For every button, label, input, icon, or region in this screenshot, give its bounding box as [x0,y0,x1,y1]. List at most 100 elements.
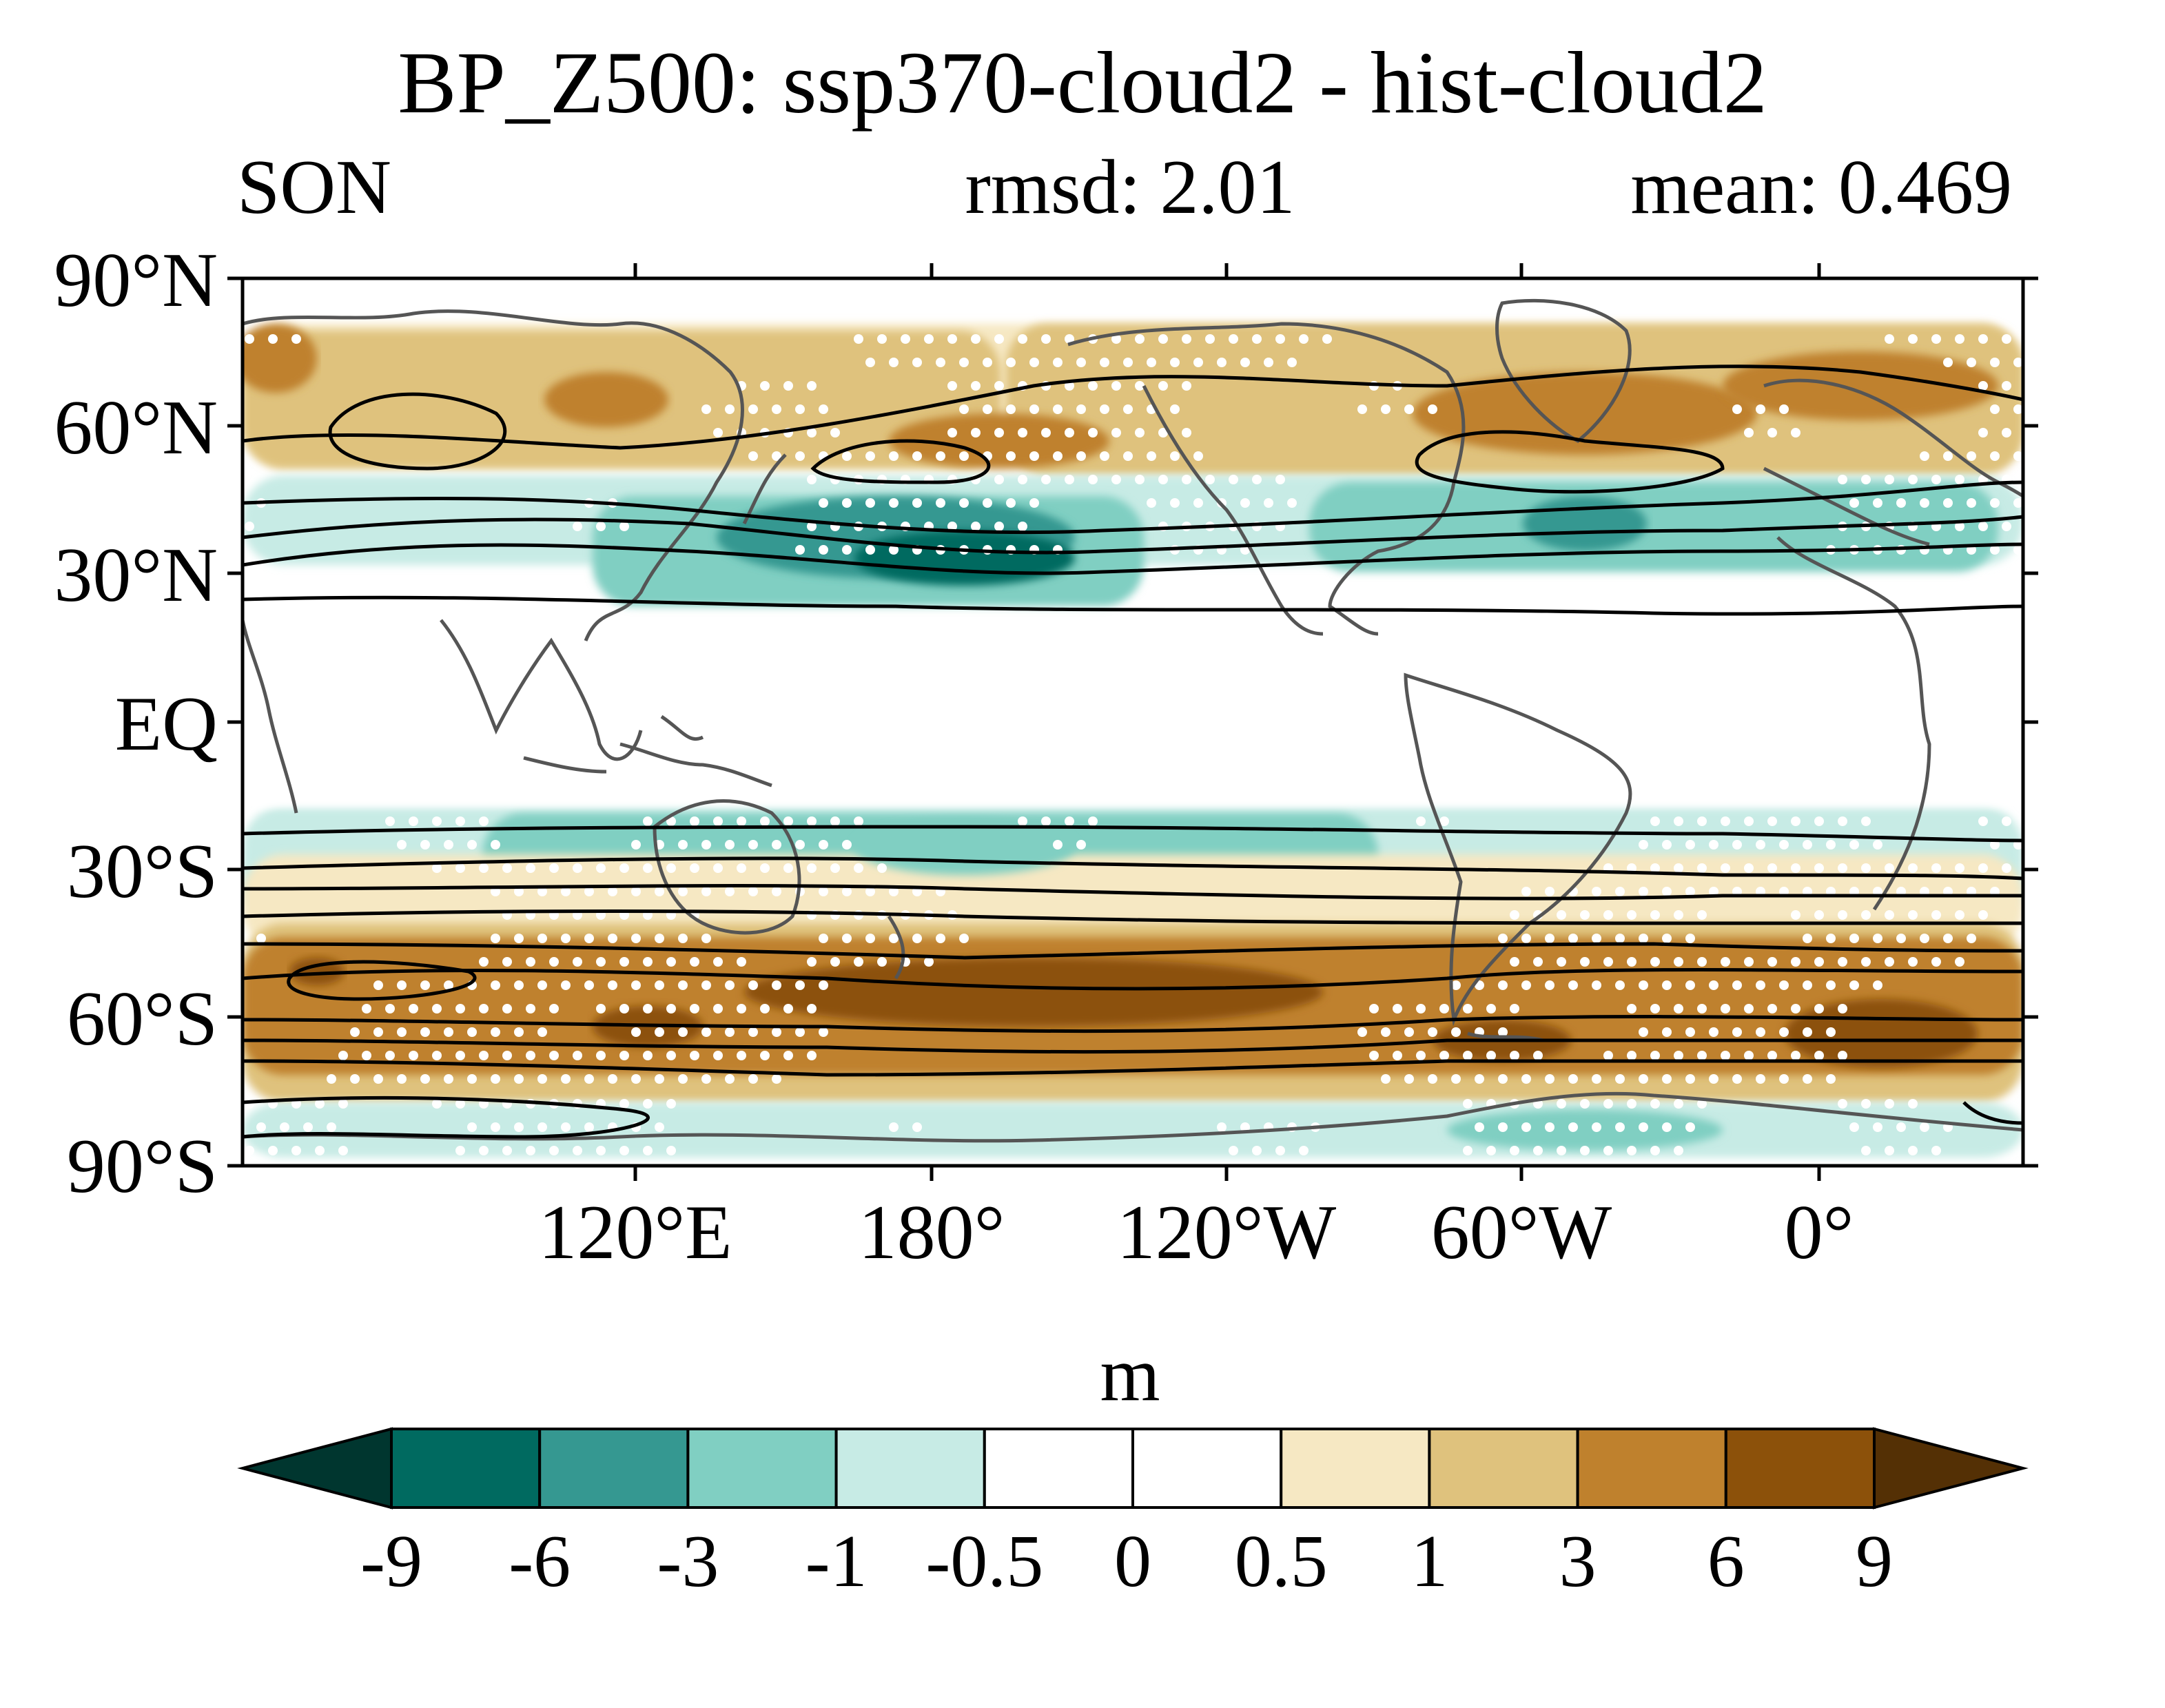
stipple-dot [1205,475,1215,484]
stipple-dot [514,1122,524,1132]
stipple-dot [1498,1027,1508,1037]
stipple-dot [1639,840,1648,850]
stipple-dot [1791,1051,1800,1060]
stipple-dot [1615,934,1625,943]
stipple-dot [1287,358,1297,367]
stipple-dot [1147,451,1156,461]
stipple-dot [655,934,664,943]
stipple-dot [1732,840,1742,850]
stipple-dot [959,404,969,414]
stipple-dot [842,934,852,943]
colorbar-tick-label: 0 [1114,1521,1151,1603]
stipple-dot [1170,498,1180,508]
stipple-dot [1721,1051,1730,1060]
stipple-dot [1603,1146,1613,1155]
stipple-dot [1299,1146,1309,1155]
stipple-dot [350,1027,360,1037]
stipple-dot [1521,1122,1531,1132]
stipple-dot [1791,428,1800,438]
stipple-dot [280,1122,289,1132]
stipple-dot [1639,887,1648,896]
stipple-dot [865,934,875,943]
stipple-dot [936,358,945,367]
stipple-dot [1908,957,1918,967]
stipple-dot [1545,980,1555,990]
stipple-dot [1041,816,1051,826]
stipple-dot [596,863,606,873]
stipple-dot [1170,451,1180,461]
stipple-dot [1955,334,1964,344]
stipple-dot [772,404,781,414]
stipple-dot [1662,934,1672,943]
contour-line [243,1015,2023,1033]
stipple-dot [1029,451,1039,461]
stipple-dot [1275,334,1285,344]
stipple-dot [1545,1074,1555,1084]
stipple-dot [889,545,899,555]
stipple-dot [1861,816,1871,826]
stipple-dot [1018,475,1027,484]
stipple-dot [619,522,629,531]
stipple-dot [713,863,723,873]
stipple-dot [807,957,817,967]
stipple-dot [1076,358,1086,367]
stipple-dot [1861,475,1871,484]
stipple-dot [397,980,407,990]
stipple-dot [1732,1027,1742,1037]
stipple-dot [807,381,817,391]
stipple-dot [1990,358,2000,367]
stipple-dot [748,1027,758,1037]
stipple-dot [467,1122,477,1132]
stipple-dot [994,381,1004,391]
stipple-dot [1627,863,1636,873]
stipple-dot [397,1027,407,1037]
stipple-dot [1756,840,1765,850]
stipple-dot [1943,498,1953,508]
stipple-dot [1838,816,1847,826]
stipple-dot [1123,358,1133,367]
stipple-dot [877,863,887,873]
stipple-dot [819,934,828,943]
stipple-dot [373,980,383,990]
stipple-dot [1662,887,1672,896]
stipple-dot [2013,545,2023,555]
lon-label-0: 0° [1785,1190,1854,1275]
stipple-dot [1603,1051,1613,1060]
stipple-dot [1732,980,1742,990]
stipple-dot [748,887,758,896]
stipple-dot [1639,1122,1648,1132]
stipple-dot [877,957,887,967]
stipple-dot [479,1004,489,1014]
stipple-dot [1592,887,1601,896]
stipple-dot [1931,334,1941,344]
stipple-dot [842,498,852,508]
stipple-dot [409,1004,418,1014]
stipple-dot [1603,957,1613,967]
stipple-dot [1967,545,1976,555]
stipple-dot [256,1122,266,1132]
stipple-dot [1767,863,1777,873]
stipple-dot [1814,910,1824,920]
stipple-dot [1861,1146,1871,1155]
stipple-dot [1674,863,1683,873]
stipple-dot [936,498,945,508]
stipple-dot [1650,863,1660,873]
stipple-dot [889,1122,899,1132]
stipple-dot [455,863,465,873]
stipple-dot [1697,910,1707,920]
stipple-dot [1838,910,1847,920]
stipple-dot [1955,863,1964,873]
stipple-dot [795,451,805,461]
stipple-dot [409,816,418,826]
stipple-dot [725,840,735,850]
stipple-dot [268,334,278,344]
stipple-dot [643,816,653,826]
contour-line [243,480,2023,535]
stipple-dot [1697,1099,1707,1109]
stipple-dot [912,451,922,461]
stipple-dot [1475,1122,1484,1132]
stipple-dot [1299,334,1309,344]
stipple-dot [584,1074,594,1084]
colorbar-unit-label: m [1100,1332,1160,1417]
stipple-dot [549,1146,559,1155]
